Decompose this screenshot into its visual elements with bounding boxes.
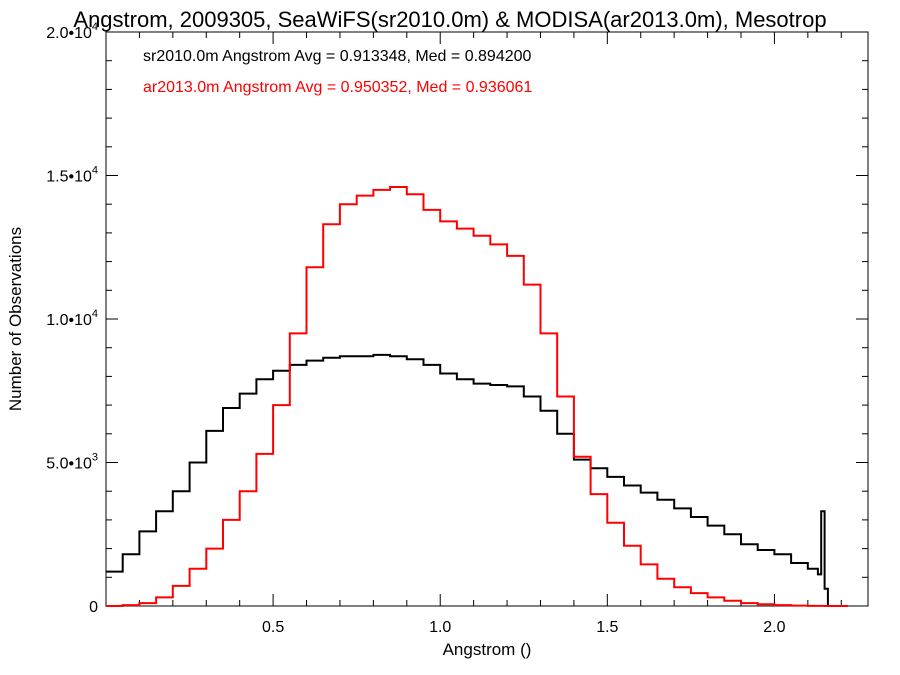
- series-line-2: [106, 186, 848, 607]
- x-tick-label: 2.0: [763, 619, 785, 636]
- y-tick-label: 1.0•104: [46, 308, 98, 329]
- y-tick-exponent: 4: [92, 308, 98, 320]
- y-tick-label: 1.5•104: [46, 165, 98, 186]
- y-tick-mantissa: 5.0•10: [46, 456, 92, 473]
- series-line-1: [106, 353, 835, 607]
- axis-ticks: 0.5 1.0 1.5 2.005.0•1031.0•1041.5•1042.0•10…: [46, 21, 868, 636]
- plot-frame: [105, 31, 869, 607]
- y-tick-label: 5.0•103: [46, 452, 98, 473]
- y-tick-label: 0: [89, 599, 98, 616]
- x-tick-label: 1.0: [429, 619, 451, 636]
- y-tick-mantissa: 1.5•10: [46, 169, 92, 186]
- annotation-series-1: sr2010.0m Angstrom Avg = 0.913348, Med =…: [143, 48, 532, 65]
- y-tick-exponent: 3: [92, 452, 98, 464]
- y-tick-exponent: 4: [92, 165, 98, 177]
- y-tick-mantissa: 1.0•10: [46, 312, 92, 329]
- annotation-series-2: ar2013.0m Angstrom Avg = 0.950352, Med =…: [143, 79, 532, 96]
- x-tick-label: 0.5: [262, 619, 284, 636]
- y-tick-label: 2.0•104: [46, 21, 98, 42]
- series-layer: [106, 186, 848, 607]
- x-tick-label: 1.5: [596, 619, 618, 636]
- y-axis-label: Number of Observations: [6, 227, 25, 411]
- chart-title: Angstrom, 2009305, SeaWiFS(sr2010.0m) & …: [73, 7, 826, 32]
- y-tick-mantissa: 2.0•10: [46, 25, 92, 42]
- x-axis-label: Angstrom (): [443, 640, 532, 659]
- y-tick-mantissa: 0: [89, 599, 98, 616]
- y-tick-exponent: 4: [92, 21, 98, 33]
